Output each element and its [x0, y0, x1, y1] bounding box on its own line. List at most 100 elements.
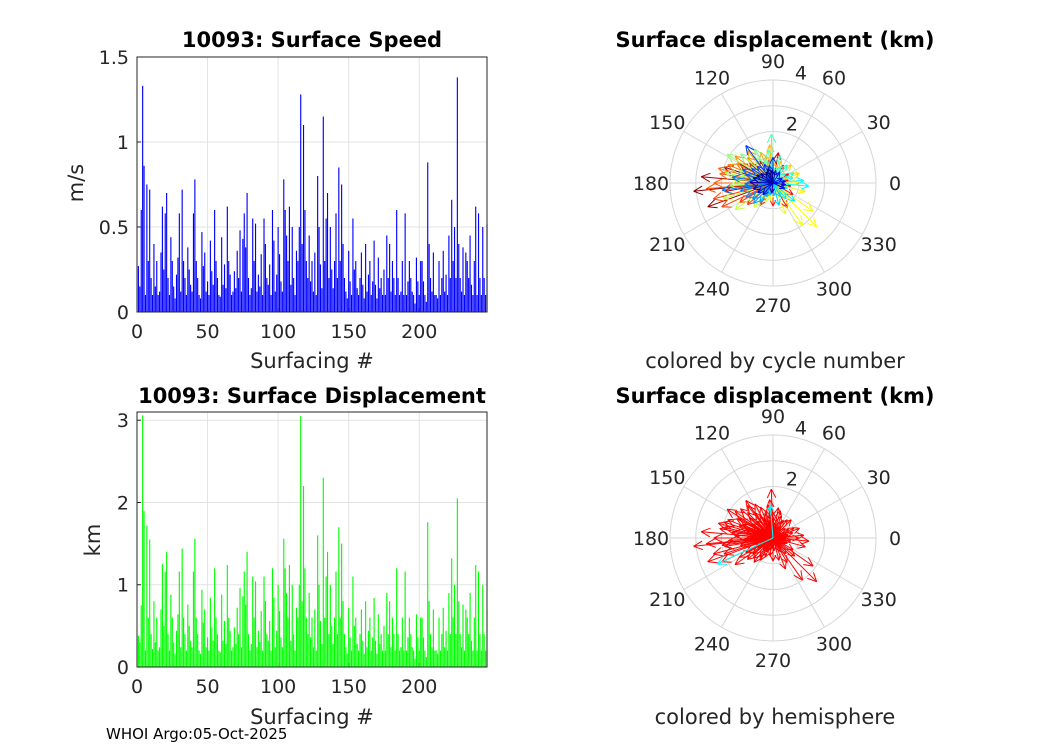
bar — [278, 227, 279, 312]
angle-label: 240 — [694, 279, 730, 301]
bar — [259, 642, 260, 667]
x-tick-label: 0 — [131, 321, 143, 343]
bar — [324, 261, 325, 312]
bar — [177, 258, 178, 312]
bar — [228, 261, 229, 312]
bar — [422, 618, 423, 667]
bar — [283, 179, 284, 312]
bar — [296, 608, 297, 667]
bar — [290, 641, 291, 667]
bar — [194, 179, 195, 312]
bar — [269, 621, 270, 667]
displacement-chart-title: 10093: Surface Displacement — [138, 384, 486, 408]
bar — [450, 278, 451, 312]
bar — [282, 292, 283, 312]
bar — [405, 572, 406, 667]
bar — [396, 568, 397, 667]
bar — [457, 77, 458, 312]
bar — [337, 634, 338, 667]
bar — [410, 634, 411, 667]
bar — [426, 657, 427, 667]
bar — [400, 292, 401, 312]
bar — [259, 287, 260, 313]
bar — [230, 631, 231, 667]
bar — [455, 278, 456, 312]
bar — [352, 219, 353, 313]
bar — [461, 647, 462, 667]
bar — [359, 278, 360, 312]
bar — [193, 213, 194, 312]
bar — [170, 595, 171, 667]
bar — [372, 281, 373, 312]
bar — [191, 647, 192, 667]
arrow-head — [767, 134, 771, 143]
bar — [424, 651, 425, 667]
bar — [145, 295, 146, 312]
bar — [295, 651, 296, 667]
arrow-head — [767, 169, 768, 175]
bar — [451, 200, 452, 312]
bar — [200, 298, 201, 312]
bar — [409, 618, 410, 667]
bar — [358, 295, 359, 312]
angle-label: 120 — [694, 422, 730, 444]
bar — [262, 651, 263, 667]
bar — [374, 241, 375, 312]
bar — [193, 572, 194, 667]
bar — [249, 651, 250, 667]
angle-label: 120 — [694, 67, 730, 89]
bar — [311, 618, 312, 667]
bar — [151, 634, 152, 667]
bar — [215, 618, 216, 667]
bar — [287, 261, 288, 312]
bar — [423, 281, 424, 312]
bar — [313, 292, 314, 312]
bar — [462, 604, 463, 667]
radial-tick-label: 2 — [786, 468, 798, 490]
bar — [413, 651, 414, 667]
bar — [237, 251, 238, 312]
bar — [297, 618, 298, 667]
bar — [477, 295, 478, 312]
bar — [323, 117, 324, 313]
bar — [172, 261, 173, 312]
bar — [175, 654, 176, 667]
bar — [206, 647, 207, 667]
bar — [256, 292, 257, 312]
bar — [358, 651, 359, 667]
bar — [426, 302, 427, 312]
bar — [481, 651, 482, 667]
bar — [254, 261, 255, 312]
bar — [227, 565, 228, 667]
arrow-head — [779, 527, 780, 533]
bar — [218, 651, 219, 667]
displacement-chart-ylabel: km — [81, 524, 105, 557]
angle-label: 300 — [816, 634, 852, 656]
bar — [382, 295, 383, 312]
bar — [159, 647, 160, 667]
bar — [214, 210, 215, 312]
bar — [438, 261, 439, 312]
bar — [172, 618, 173, 667]
angle-label: 90 — [761, 406, 785, 428]
bar — [241, 647, 242, 667]
bar — [145, 651, 146, 667]
bar — [327, 193, 328, 312]
bar — [438, 618, 439, 667]
bar — [423, 637, 424, 667]
y-tick-label: 1 — [117, 575, 129, 597]
angle-label: 60 — [822, 422, 846, 444]
polar-cycle-caption: colored by cycle number — [645, 349, 905, 373]
bar — [251, 288, 252, 312]
bar — [419, 651, 420, 667]
bar — [179, 572, 180, 667]
bar — [431, 292, 432, 312]
bar — [440, 295, 441, 312]
bar — [403, 295, 404, 312]
bar — [464, 295, 465, 312]
bar — [287, 618, 288, 667]
arrow-head — [786, 206, 787, 214]
bar — [433, 609, 434, 667]
bar — [160, 253, 161, 313]
bar — [395, 295, 396, 312]
